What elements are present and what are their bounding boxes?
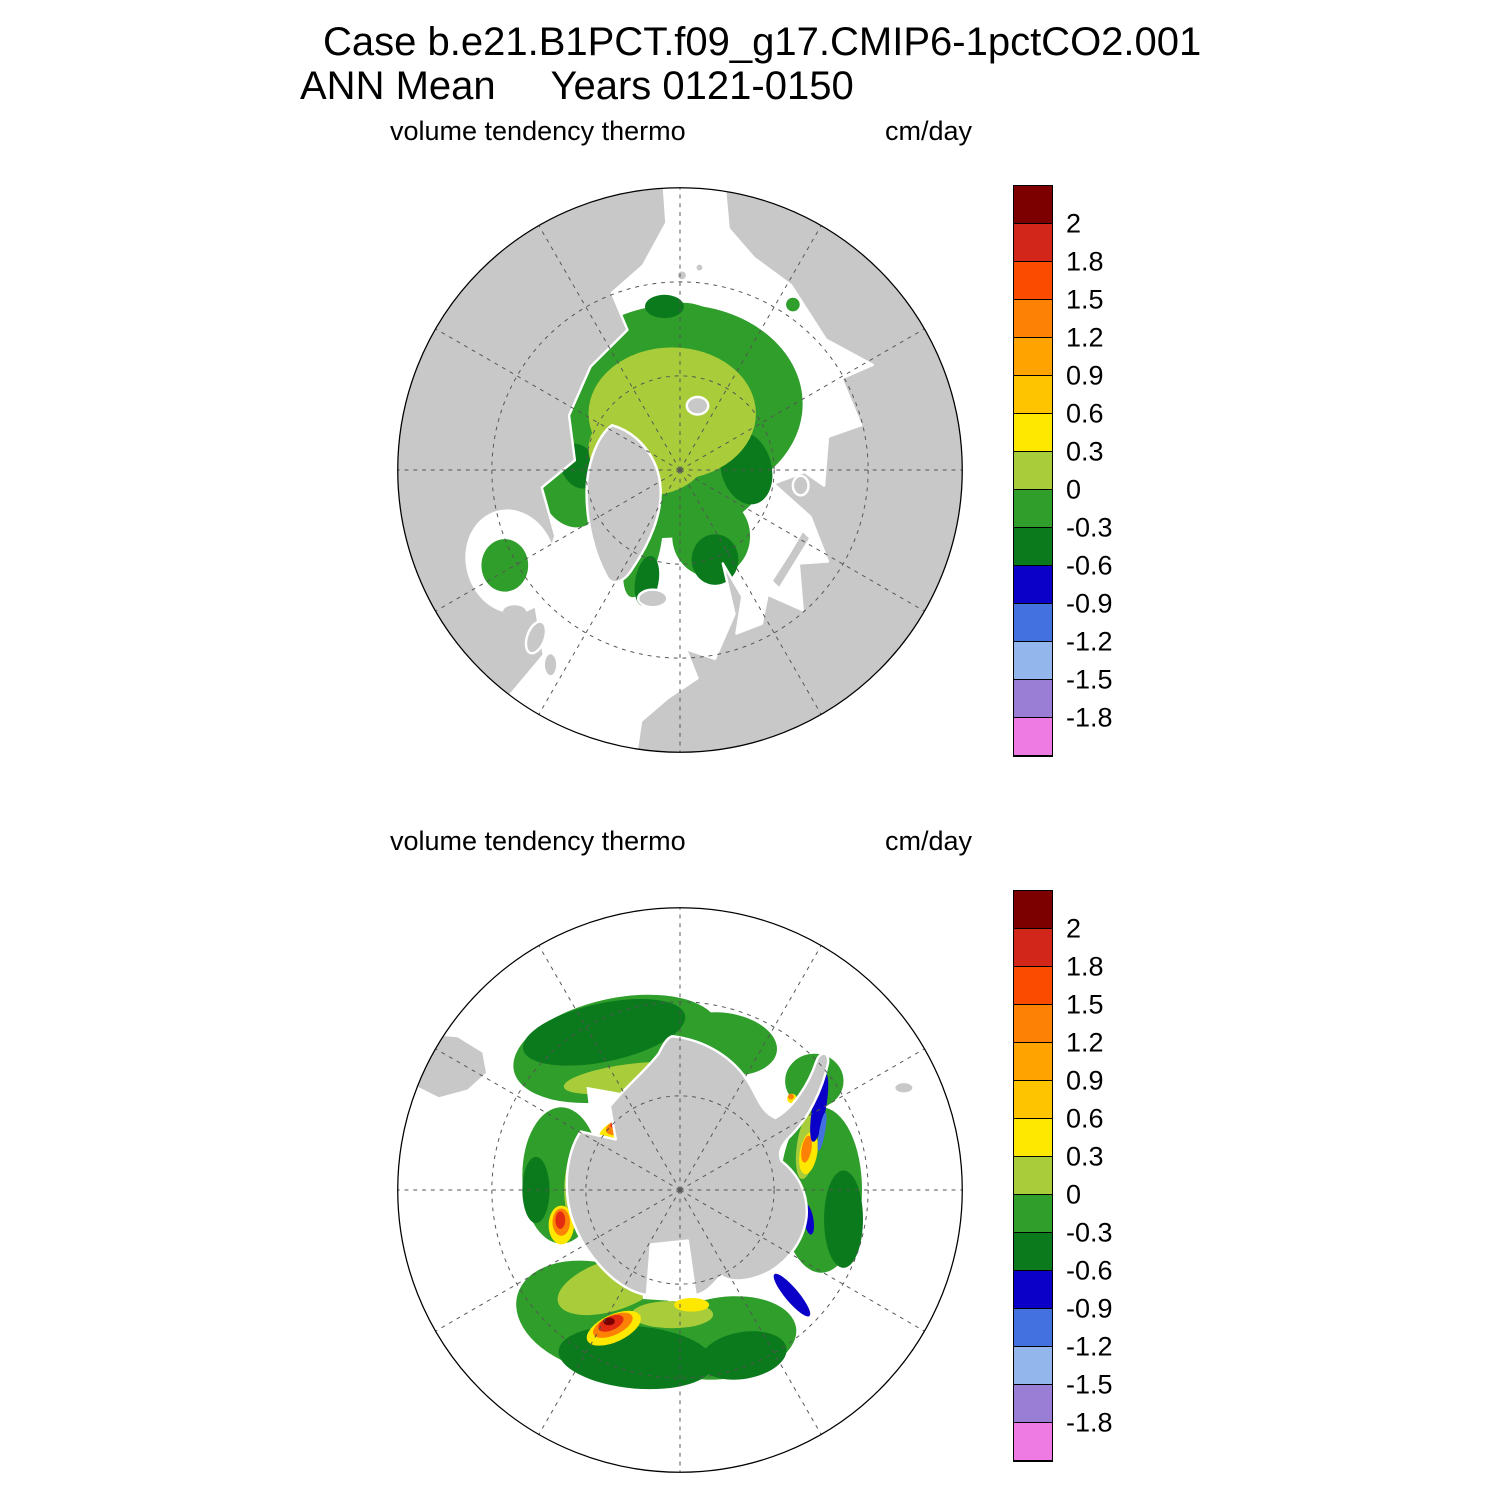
colorbar-cell <box>1014 1271 1052 1309</box>
colorbar-cell <box>1014 1423 1052 1461</box>
severnaya-zemlya <box>791 474 810 497</box>
colorbar-cell <box>1014 300 1052 338</box>
colorbar-cell <box>1014 680 1052 718</box>
colorbar-cell <box>1014 1347 1052 1385</box>
colorbar-cell <box>1014 490 1052 528</box>
colorbar-tick-label: 2 <box>1066 208 1082 239</box>
colorbar-cell <box>1014 528 1052 566</box>
colorbar-tick-label: -1.5 <box>1066 1369 1113 1400</box>
arctic-panel-variable-label: volume tendency thermo <box>390 116 686 146</box>
mean-years-title: ANN Mean Years 0121-0150 <box>300 64 854 108</box>
colorbar-cell <box>1014 376 1052 414</box>
antarctic-graticule <box>397 907 963 1473</box>
ireland <box>542 651 559 678</box>
colorbar-cell <box>1014 1119 1052 1157</box>
colorbar-cell <box>1014 1081 1052 1119</box>
colorbar-cell <box>1014 1233 1052 1271</box>
colorbar-tick-label: 0.3 <box>1066 1141 1104 1172</box>
colorbar-tick-label: -0.9 <box>1066 588 1113 619</box>
colorbar-cell <box>1014 929 1052 967</box>
antarctica <box>565 1034 830 1297</box>
iceland <box>636 588 669 609</box>
colorbar-tick-label: 1.5 <box>1066 284 1104 315</box>
svalbard <box>685 395 710 416</box>
colorbar-tick-label: 1.8 <box>1066 951 1104 982</box>
greenland <box>585 424 662 584</box>
eurasia-landmass <box>632 187 963 753</box>
colorbar-cell <box>1014 1195 1052 1233</box>
colorbar-tick-label: -1.2 <box>1066 1331 1113 1362</box>
colorbar-cell <box>1014 1005 1052 1043</box>
colorbar-tick-label: -0.3 <box>1066 512 1113 543</box>
colorbar-tick-label: 0.3 <box>1066 436 1104 467</box>
arctic-graticule <box>397 187 963 753</box>
colorbar-cell <box>1014 566 1052 604</box>
colorbar-cell <box>1014 224 1052 262</box>
colorbar-tick-label: -1.5 <box>1066 664 1113 695</box>
negative-melt-bands <box>773 1072 829 1317</box>
colorbar-tick-label: 1.5 <box>1066 989 1104 1020</box>
colorbar-tick-label: 0 <box>1066 474 1082 505</box>
colorbar-cell <box>1014 452 1052 490</box>
colorbar-tick-label: 0.9 <box>1066 360 1104 391</box>
arctic-colorbar: 2 1.8 1.5 1.2 0.9 0.6 0.3 0 -0.3 -0.6 -0.9 -1.2 -1.5… <box>1013 185 1113 757</box>
colorbar-cell <box>1014 1309 1052 1347</box>
great-britain <box>524 620 548 655</box>
colorbar-cell <box>1014 891 1052 929</box>
colorbar-cell <box>1014 1043 1052 1081</box>
antarctic-map <box>397 907 963 1473</box>
colorbar-cell <box>1014 414 1052 452</box>
colorbar-tick-label: 1.8 <box>1066 246 1104 277</box>
hudson-bay-ice-patch <box>481 539 529 592</box>
colorbar-cell <box>1014 186 1052 224</box>
colorbar-cell <box>1014 604 1052 642</box>
antarctic-panel-units-label: cm/day <box>885 826 973 856</box>
colorbar-cell <box>1014 1385 1052 1423</box>
antarctic-map-boundary <box>397 907 963 1473</box>
colorbar-cell <box>1014 967 1052 1005</box>
colorbar-tick-label: 1.2 <box>1066 1027 1104 1058</box>
colorbar-cell <box>1014 338 1052 376</box>
colorbar-cell <box>1014 1157 1052 1195</box>
case-title: Case b.e21.B1PCT.f09_g17.CMIP6-1pctCO2.0… <box>323 20 1202 64</box>
bering-island <box>696 264 703 271</box>
colorbar-tick-label: 2 <box>1066 913 1082 944</box>
colorbar-tick-label: -1.2 <box>1066 626 1113 657</box>
bering-island <box>678 271 686 280</box>
colorbar-tick-label: 1.2 <box>1066 322 1104 353</box>
antarctic-colorbar: 2 1.8 1.5 1.2 0.9 0.6 0.3 0 -0.3 -0.6 -0.9 -1.2 -1.5… <box>1013 890 1113 1462</box>
colorbar-tick-label: 0.6 <box>1066 1103 1104 1134</box>
novaya-zemlya <box>770 529 812 590</box>
colorbar-cell <box>1014 718 1052 756</box>
hudson-bay-island <box>502 605 527 619</box>
colorbar-tick-label: 0 <box>1066 1179 1082 1210</box>
arctic-map-boundary <box>397 187 963 753</box>
colorbar-tick-label: -0.3 <box>1066 1217 1113 1248</box>
colorbar-tick-label: -0.6 <box>1066 550 1113 581</box>
colorbar-cell <box>1014 642 1052 680</box>
colorbar-tick-label: 0.9 <box>1066 1065 1104 1096</box>
colorbar-tick-label: -1.8 <box>1066 1407 1113 1438</box>
colorbar-tick-label: -0.9 <box>1066 1293 1113 1324</box>
colorbar-tick-label: -1.8 <box>1066 702 1113 733</box>
arctic-panel-units-label: cm/day <box>885 116 973 146</box>
hudson-bay-group <box>465 509 556 619</box>
arctic-map <box>397 187 963 753</box>
antarctic-panel-variable-label: volume tendency thermo <box>390 826 686 856</box>
colorbar-cell <box>1014 262 1052 300</box>
colorbar-tick-label: -0.6 <box>1066 1255 1113 1286</box>
colorbar-tick-label: 0.6 <box>1066 398 1104 429</box>
south-atlantic-island <box>892 1080 915 1095</box>
